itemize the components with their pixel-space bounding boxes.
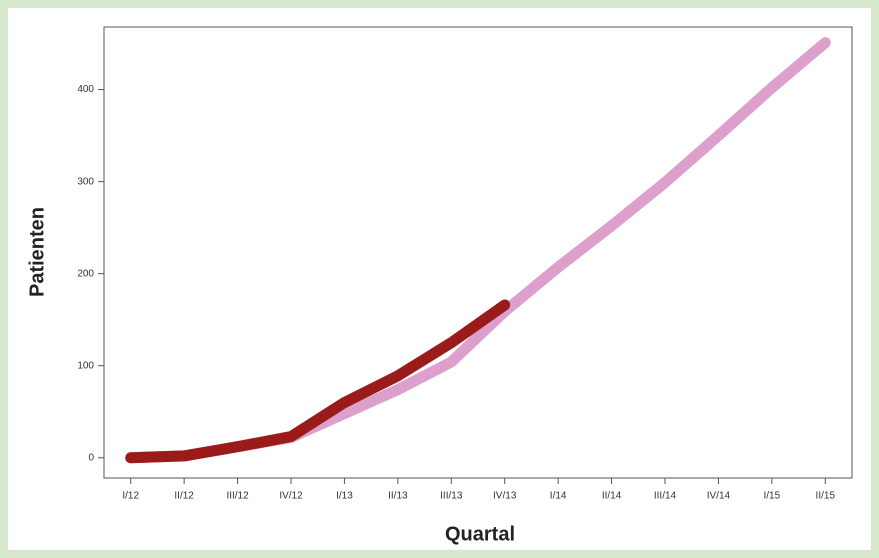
x-tick-label: III/12 [226,491,249,502]
y-tick-label: 200 [77,268,94,279]
x-tick-label: III/13 [440,491,463,502]
y-axis-title: Patienten [26,207,48,297]
y-tick-label: 300 [77,176,94,187]
x-tick-label: II/14 [602,491,622,502]
x-tick-label: II/13 [388,491,408,502]
y-tick-label: 0 [88,452,94,463]
x-tick-label: I/15 [764,491,781,502]
x-tick-label: IV/12 [279,491,303,502]
x-axis-title: Quartal [445,523,515,545]
x-tick-label: II/12 [174,491,194,502]
x-tick-label: IV/13 [493,491,517,502]
x-tick-label: I/14 [550,491,567,502]
x-tick-label: I/13 [336,491,353,502]
y-tick-label: 400 [77,84,94,95]
x-tick-label: II/15 [816,491,836,502]
x-tick-label: I/12 [122,491,139,502]
x-tick-label: III/14 [654,491,677,502]
series-line [125,299,511,464]
y-tick-label: 100 [77,360,94,371]
x-tick-label: IV/14 [707,491,731,502]
plot-area [103,26,853,479]
background [8,8,871,550]
